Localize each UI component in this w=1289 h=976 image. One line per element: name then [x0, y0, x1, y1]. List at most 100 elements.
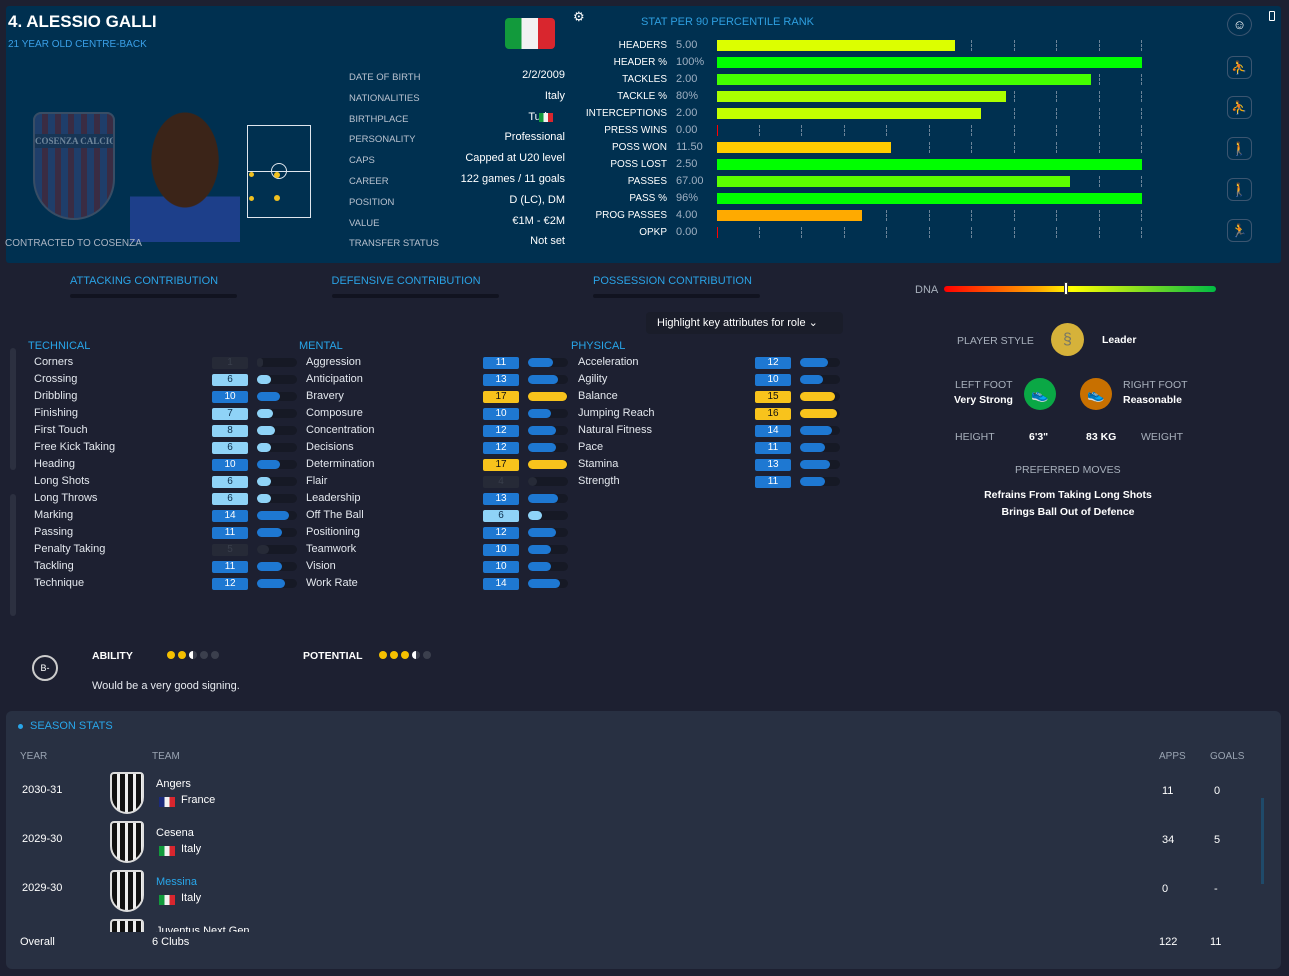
- right-foot-value: Reasonable: [1123, 394, 1182, 406]
- preferred-move: Refrains From Taking Long Shots: [984, 489, 1152, 501]
- grid-tick: [1141, 176, 1142, 187]
- scroll-handle[interactable]: [1269, 11, 1275, 21]
- season-row[interactable]: 2030-31 Angers France 11 0: [0, 770, 1289, 819]
- profile-icon[interactable]: ☺: [1227, 13, 1252, 36]
- attribute-bar-track: [528, 409, 568, 418]
- stat-per90: 2.00: [676, 107, 698, 119]
- grid-tick: [1013, 40, 1015, 51]
- attribute-name: Finishing: [34, 407, 79, 419]
- physical-section-title: PHYSICAL: [571, 340, 626, 352]
- attribute-bar-track: [528, 511, 568, 520]
- scrollbar-technical-lower[interactable]: [10, 494, 16, 616]
- dna-marker: [1064, 282, 1069, 295]
- stat-track: [717, 142, 1142, 153]
- team-name[interactable]: Juventus Next Gen: [156, 925, 250, 932]
- attribute-name: Heading: [34, 458, 75, 470]
- stat-bar: [717, 125, 718, 136]
- attribute-bar-fill: [257, 562, 283, 571]
- attribute-value: 10: [212, 459, 248, 471]
- info-label: CAPS: [349, 155, 375, 167]
- info-label: TRANSFER STATUS: [349, 238, 439, 250]
- weight-label: WEIGHT: [1141, 431, 1183, 443]
- season-year: 2029-30: [22, 882, 63, 894]
- attribute-bar-track: [528, 477, 568, 486]
- slide-tackle-icon[interactable]: ⛹: [1227, 56, 1252, 79]
- attribute-bar-track: [257, 375, 297, 384]
- attribute-bar-fill: [257, 409, 274, 418]
- attribute-name: Determination: [306, 458, 375, 470]
- club-badge: COSENZA CALCIO: [33, 112, 115, 220]
- attribute-bar-fill: [257, 494, 271, 503]
- highlight-role-dropdown[interactable]: Highlight key attributes for role ⌄: [646, 312, 843, 334]
- scrollbar-technical[interactable]: [10, 348, 16, 470]
- team-name[interactable]: Angers: [156, 778, 191, 790]
- contribution-tab[interactable]: POSSESSION CONTRIBUTION: [593, 275, 752, 287]
- attribute-bar-fill: [800, 392, 835, 401]
- season-stats-panel: [6, 711, 1281, 969]
- stat-per90: 2.00: [676, 73, 698, 85]
- col-apps[interactable]: APPS: [1159, 751, 1186, 762]
- attribute-name: Positioning: [306, 526, 360, 538]
- attribute-bar-track: [257, 358, 297, 367]
- stat-per90: 5.00: [676, 39, 698, 51]
- attribute-bar-track: [257, 477, 297, 486]
- attribute-bar-track: [800, 375, 840, 384]
- attribute-name: Concentration: [306, 424, 375, 436]
- player-photo: [130, 90, 240, 242]
- star-icon: [200, 651, 208, 659]
- season-apps: 0: [1162, 883, 1169, 895]
- height-value: 6'3": [1029, 431, 1049, 443]
- season-row[interactable]: Juventus Next Gen: [0, 917, 1289, 932]
- attribute-name: Tackling: [34, 560, 74, 572]
- info-label: DATE OF BIRTH: [349, 72, 421, 83]
- grid-tick: [1013, 210, 1015, 221]
- walking-player-icon[interactable]: 🚶: [1227, 137, 1252, 160]
- height-label: HEIGHT: [955, 431, 995, 443]
- stat-per90: 2.50: [676, 158, 698, 170]
- star-icon: [178, 651, 186, 659]
- attribute-bar-fill: [800, 460, 830, 469]
- attribute-value: 11: [755, 476, 791, 488]
- attribute-bar-fill: [257, 375, 271, 384]
- info-value: Not set: [530, 235, 565, 248]
- contribution-tab[interactable]: DEFENSIVE CONTRIBUTION: [331, 275, 481, 287]
- stat-label: TACKLE %: [617, 91, 667, 102]
- grid-tick: [1141, 227, 1142, 238]
- attribute-value: 6: [483, 510, 519, 522]
- attribute-value: 12: [755, 357, 791, 369]
- attribute-value: 6: [212, 476, 248, 488]
- attribute-bar-track: [257, 426, 297, 435]
- stat-track: [717, 227, 1142, 238]
- col-goals[interactable]: GOALS: [1210, 751, 1245, 762]
- attribute-name: Aggression: [306, 356, 362, 368]
- running-player-icon[interactable]: 🏃: [1227, 219, 1252, 242]
- attribute-bar-track: [528, 443, 568, 452]
- team-name[interactable]: Cesena: [156, 827, 194, 839]
- season-row[interactable]: 2029-30 Cesena Italy 34 5: [0, 819, 1289, 868]
- season-row[interactable]: 2029-30 Messina Italy 0 -: [0, 868, 1289, 917]
- grid-tick: [758, 125, 760, 136]
- season-apps: 11: [1162, 785, 1174, 797]
- attribute-bar-fill: [528, 511, 542, 520]
- walking-player-icon[interactable]: 🚶: [1227, 178, 1252, 201]
- grid-tick: [971, 125, 972, 136]
- stat-bar: [717, 57, 1142, 68]
- attribute-bar-track: [528, 358, 568, 367]
- attribute-bar-track: [257, 460, 297, 469]
- stat-track: [717, 57, 1142, 68]
- attribute-bar-fill: [257, 528, 283, 537]
- slide-tackle-icon[interactable]: ⛹: [1227, 96, 1252, 119]
- stat-label: TACKLES: [622, 74, 667, 85]
- attribute-bar-track: [800, 443, 840, 452]
- stat-track: [717, 125, 1142, 136]
- grid-tick: [1013, 142, 1015, 153]
- contribution-tab[interactable]: ATTACKING CONTRIBUTION: [70, 275, 219, 287]
- settings-gear-icon[interactable]: ⚙: [573, 9, 585, 24]
- grid-tick: [801, 125, 802, 136]
- team-name[interactable]: Messina: [156, 876, 197, 888]
- attribute-bar-track: [528, 545, 568, 554]
- attribute-value: 6: [212, 442, 248, 454]
- attribute-name: Jumping Reach: [578, 407, 655, 419]
- season-scrollbar[interactable]: [1261, 798, 1264, 884]
- attribute-name: Penalty Taking: [34, 543, 106, 555]
